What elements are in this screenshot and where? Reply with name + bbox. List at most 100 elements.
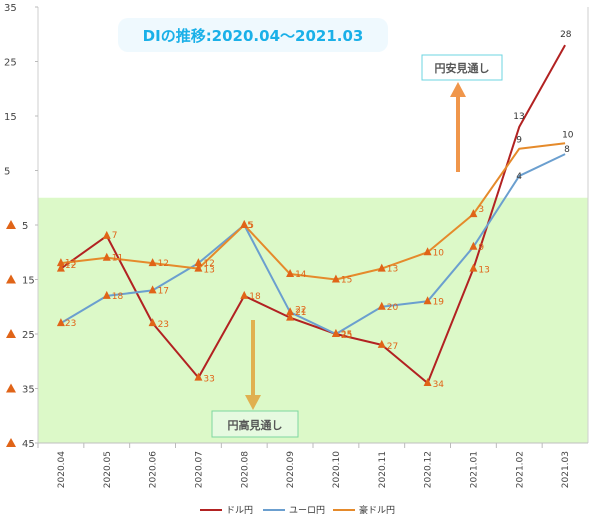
lower-annotation-box: [211, 410, 299, 438]
x-tick-label: 2020.12: [424, 451, 434, 488]
data-marker: [423, 378, 432, 387]
x-axis-ticks: 2020.04 2020.05 2020.06 2020.07 2020.08 2020.…: [37, 443, 571, 488]
x-tick-label: 2020.07: [194, 451, 204, 488]
data-label: 5: [248, 221, 254, 231]
data-marker: [286, 307, 295, 316]
data-label: 3: [478, 205, 484, 215]
data-marker: [331, 274, 340, 283]
data-marker: [194, 258, 203, 267]
y-tick-label: 25: [4, 58, 17, 69]
data-label: 17: [158, 286, 169, 296]
y-tick-label: 5: [22, 221, 28, 232]
data-label: 9: [516, 136, 522, 146]
y-tick-marker: [6, 438, 16, 447]
data-marker: [423, 296, 432, 305]
upper-annotation-box: [421, 54, 503, 81]
data-marker: [102, 252, 111, 261]
data-label: 20: [387, 303, 399, 313]
data-marker: [240, 290, 249, 299]
data-label: 33: [203, 375, 214, 385]
data-label: 9: [478, 243, 484, 253]
data-label: 13: [387, 265, 398, 275]
x-tick-label: 2020.04: [57, 451, 67, 488]
legend: ドル円 ユーロ円 豪ドル円: [200, 504, 395, 516]
x-tick-label: 2020.08: [240, 451, 250, 488]
data-label: 14: [295, 270, 307, 280]
data-label: 13: [203, 266, 214, 276]
data-marker: [148, 258, 157, 267]
data-label: 12: [158, 259, 169, 269]
y-axis-ticks: 45 35 25 15 5 5 15 25 35: [4, 3, 38, 450]
x-tick-label: 2020.05: [103, 451, 113, 488]
title-glow: [118, 18, 388, 52]
data-marker: [194, 263, 203, 272]
data-label: 5: [247, 221, 253, 231]
chart-title: DIの推移:2020.04～2021.03: [143, 27, 364, 45]
y-tick-label: 25: [22, 330, 35, 341]
series-line-ドル円: [60, 44, 566, 385]
y-tick-label: 5: [4, 167, 10, 178]
data-labels: 1372333182225273413132823181712521252019…: [65, 30, 574, 390]
data-label: 7: [112, 231, 118, 241]
x-tick-label: 2021.01: [469, 451, 479, 488]
data-marker: [423, 247, 432, 256]
legend-label: 豪ドル円: [359, 504, 395, 516]
data-marker: [469, 241, 478, 250]
data-marker: [331, 329, 340, 337]
x-tick-label: 2021.02: [515, 451, 525, 488]
data-label: 13: [478, 266, 489, 276]
data-label: 23: [158, 320, 169, 330]
x-tick-label: 2020.11: [378, 451, 388, 488]
x-tick-label: 2021.03: [561, 451, 571, 488]
y-tick-label: 45: [22, 439, 35, 450]
data-label: 4: [516, 172, 522, 182]
triangle-markers: [56, 209, 478, 387]
series-lines: [60, 44, 566, 385]
x-tick-label: 2020.09: [286, 451, 296, 488]
lower-annotation-text: 円高見通し: [228, 418, 283, 432]
data-marker: [148, 285, 157, 294]
data-label: 21: [295, 308, 306, 318]
y-tick-label: 35: [4, 3, 17, 14]
data-marker: [377, 263, 386, 272]
data-marker: [377, 301, 386, 310]
data-label: 23: [65, 319, 76, 329]
data-label: 28: [560, 30, 572, 40]
arrow-down-icon: [245, 320, 261, 410]
data-label: 13: [65, 259, 76, 269]
data-label: 11: [112, 254, 123, 264]
legend-label: ドル円: [226, 505, 253, 516]
data-label: 25: [341, 330, 352, 340]
y-tick-label: 15: [4, 112, 17, 123]
data-label: 34: [433, 380, 445, 390]
data-marker: [56, 263, 65, 272]
y-tick-label: 15: [22, 276, 35, 287]
data-label: 15: [341, 276, 352, 286]
data-marker: [148, 318, 157, 327]
series-line-豪ドル円: [60, 142, 566, 281]
data-label: 18: [249, 292, 261, 302]
y-tick-label: 35: [22, 385, 35, 396]
data-label: 27: [387, 342, 398, 352]
data-label: 12: [65, 261, 76, 271]
x-tick-label: 2020.06: [149, 451, 159, 488]
series-line-ユーロ円: [60, 153, 566, 335]
data-marker: [56, 258, 65, 267]
data-marker: [56, 318, 65, 327]
data-marker: [469, 263, 478, 272]
data-marker: [102, 230, 111, 239]
data-label: 12: [203, 259, 214, 269]
y-tick-marker: [6, 274, 16, 284]
x-tick-label: 2020.10: [332, 451, 342, 488]
data-marker: [286, 312, 295, 321]
data-label: 13: [513, 112, 524, 122]
negative-region: [38, 197, 588, 443]
y-tick-marker: [6, 329, 16, 338]
data-label: 25: [341, 331, 352, 341]
data-label: 18: [112, 292, 124, 302]
data-label: 10: [562, 130, 574, 140]
data-marker: [286, 269, 295, 278]
arrow-up-icon: [450, 82, 466, 172]
data-marker: [194, 372, 203, 381]
